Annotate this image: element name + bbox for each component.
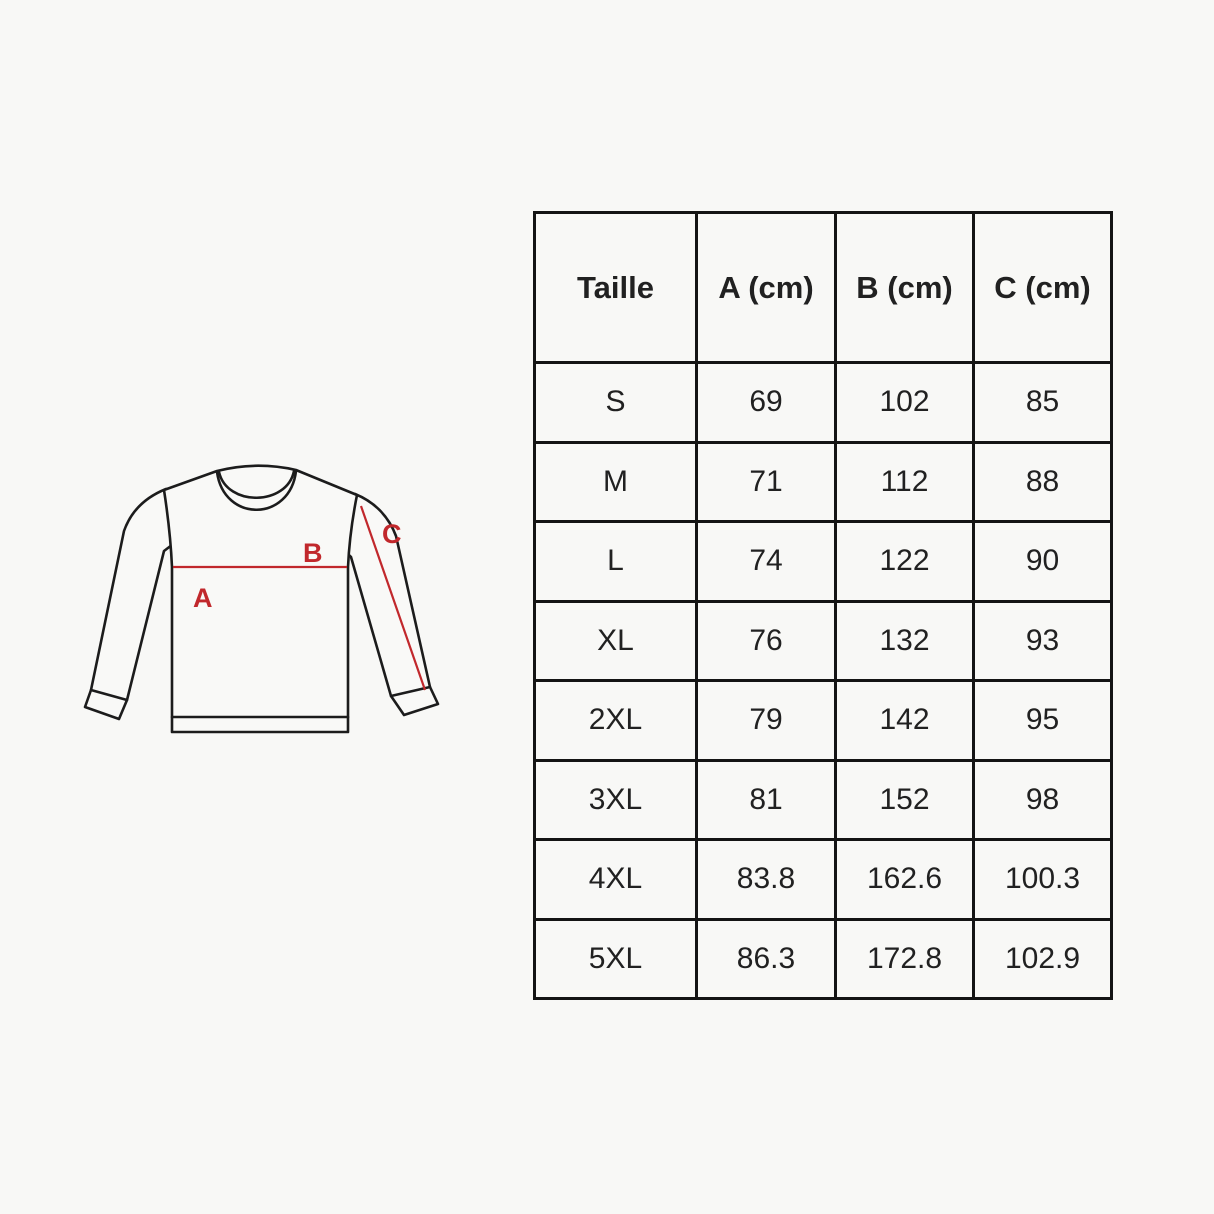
size-cell: L [533,520,698,603]
b-cell: 122 [834,520,975,603]
a-cell: 81 [695,758,837,841]
c-cell: 98 [972,758,1113,841]
b-cell: 152 [834,758,975,841]
b-cell: 102 [834,361,975,444]
header-c: C (cm) [972,211,1113,364]
sweatshirt-drawing: A B C [83,464,440,734]
header-b: B (cm) [834,211,975,364]
body-outline [162,464,359,734]
size-cell: 4XL [533,838,698,921]
b-cell: 112 [834,440,975,523]
table-row: L 74 122 90 [533,520,1113,603]
table-row: 4XL 83.8 162.6 100.3 [533,838,1113,921]
table-header-row: Taille A (cm) B (cm) C (cm) [533,211,1113,364]
c-cell: 93 [972,599,1113,682]
b-cell: 162.6 [834,838,975,921]
table-row: 2XL 79 142 95 [533,679,1113,762]
c-cell: 95 [972,679,1113,762]
collar-outer-arc [215,469,298,511]
size-cell: XL [533,599,698,682]
a-cell: 71 [695,440,837,523]
measure-label-a: A [193,583,213,613]
size-table: Taille A (cm) B (cm) C (cm) S 69 102 85 … [533,211,1113,1000]
c-cell: 88 [972,440,1113,523]
measure-label-c: C [382,519,402,549]
size-cell: S [533,361,698,444]
table-row: M 71 112 88 [533,440,1113,523]
table-row: XL 76 132 93 [533,599,1113,682]
sweatshirt-measurement-diagram: A B C [70,450,460,750]
b-cell: 142 [834,679,975,762]
left-sleeve-outline [83,487,183,721]
table-row: S 69 102 85 [533,361,1113,444]
measure-label-b: B [303,538,323,568]
right-sleeve-outline [333,492,440,717]
left-cuff-seam [89,688,129,702]
size-cell: 3XL [533,758,698,841]
a-cell: 74 [695,520,837,603]
a-cell: 69 [695,361,837,444]
a-cell: 76 [695,599,837,682]
c-cell: 90 [972,520,1113,603]
size-cell: 5XL [533,917,698,1000]
table-row: 3XL 81 152 98 [533,758,1113,841]
a-cell: 83.8 [695,838,837,921]
c-cell: 100.3 [972,838,1113,921]
b-cell: 172.8 [834,917,975,1000]
a-cell: 86.3 [695,917,837,1000]
table-row: 5XL 86.3 172.8 102.9 [533,917,1113,1000]
measure-line-c [359,505,427,691]
c-cell: 85 [972,361,1113,444]
a-cell: 79 [695,679,837,762]
size-cell: 2XL [533,679,698,762]
header-size: Taille [533,211,698,364]
b-cell: 132 [834,599,975,682]
c-cell: 102.9 [972,917,1113,1000]
header-a: A (cm) [695,211,837,364]
size-cell: M [533,440,698,523]
collar-inner-arc [217,469,296,500]
